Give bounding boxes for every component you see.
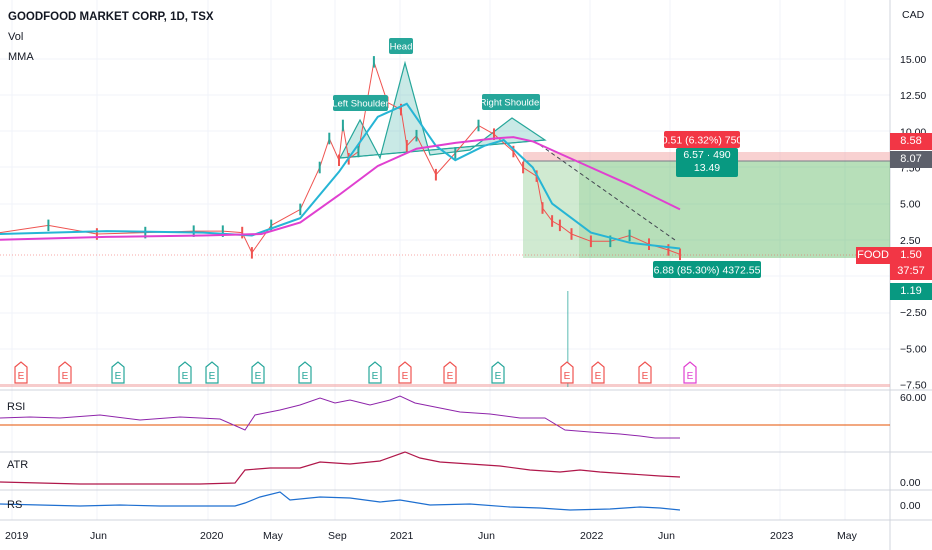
pattern-label-group: Left Shoulder Head Right Shoulder <box>332 38 542 111</box>
time-tick-label: 2022 <box>580 530 604 542</box>
earnings-marker[interactable]: E <box>251 361 265 384</box>
svg-text:E: E <box>595 371 602 382</box>
price-tick-label: −2.50 <box>900 307 927 319</box>
gridlines <box>0 0 890 520</box>
target-zone <box>523 161 890 258</box>
time-tick-label: 2021 <box>390 530 414 542</box>
svg-text:E: E <box>372 371 379 382</box>
svg-text:E: E <box>18 371 25 382</box>
head-label: Head <box>390 42 413 53</box>
indicator-lines <box>0 395 890 511</box>
position-label-group: 0.51 (6.32%) 750 6.57 · 490 13.49 6.88 (… <box>653 131 761 278</box>
currency-label: CAD <box>902 9 925 21</box>
chart-title: GOODFOOD MARKET CORP, 1D, TSX <box>8 11 214 23</box>
target-zone-filled <box>523 161 579 258</box>
svg-text:E: E <box>402 371 409 382</box>
indicator-titles: RSI ATR RS <box>7 401 28 511</box>
series-layer <box>0 56 681 261</box>
slow-ma-line <box>0 136 681 241</box>
earnings-marker[interactable]: E <box>443 361 457 384</box>
svg-text:E: E <box>642 371 649 382</box>
time-tick-label: 2020 <box>200 530 224 542</box>
price-tick-label: −7.50 <box>900 380 927 392</box>
earnings-marker[interactable]: E <box>58 361 72 384</box>
svg-text:E: E <box>564 371 571 382</box>
stop-price-label: 8.58 <box>890 133 932 150</box>
time-tick-label: May <box>263 530 284 542</box>
neckline <box>339 139 546 159</box>
earnings-marker[interactable]: E <box>491 361 505 384</box>
countdown-label: 37:57 <box>890 263 932 280</box>
time-tick-label: 2023 <box>770 530 794 542</box>
rs-axis-tick: 0.00 <box>900 500 921 512</box>
vol-legend[interactable]: Vol <box>8 31 24 43</box>
atr-title: ATR <box>7 459 28 471</box>
price-tick-label: 5.00 <box>900 199 921 211</box>
earnings-marker[interactable]: E <box>178 361 192 384</box>
svg-text:E: E <box>209 371 216 382</box>
svg-text:E: E <box>182 371 189 382</box>
svg-text:E: E <box>687 371 694 382</box>
ratio-label: 13.49 <box>694 162 720 174</box>
left-shoulder-label: Left Shoulder <box>332 99 389 110</box>
time-tick-label: Sep <box>328 530 347 542</box>
volume-bars <box>0 291 890 387</box>
price-tick-label: −5.00 <box>900 343 927 355</box>
low-price-label: 1.19 <box>890 283 932 300</box>
earnings-marker[interactable]: E <box>560 361 574 384</box>
last-price-label: 1.50 <box>890 247 932 264</box>
earnings-marker[interactable]: E <box>591 361 605 384</box>
svg-text:E: E <box>62 371 69 382</box>
atr-line <box>0 451 681 485</box>
symbol-label[interactable]: FOOD <box>856 247 890 264</box>
price-axis[interactable]: 15.0012.5010.007.505.002.500.00−2.50−5.0… <box>900 54 927 392</box>
earnings-marker[interactable]: E <box>638 361 652 384</box>
price-tick-label: 12.50 <box>900 90 926 102</box>
svg-text:E: E <box>495 371 502 382</box>
right-shoulder-label: Right Shoulder <box>480 98 543 109</box>
earnings-marker[interactable]: E <box>14 361 28 384</box>
time-tick-label: 2019 <box>5 530 29 542</box>
mma-legend[interactable]: MMA <box>8 51 34 63</box>
rsi-line <box>0 395 680 439</box>
time-axis[interactable]: 2019 Jun 2020 May Sep 2021 Jun 2022 Jun 2023 May <box>5 530 858 542</box>
earnings-marker[interactable]: E <box>298 361 312 384</box>
time-tick-label: Jun <box>658 530 675 542</box>
earnings-marker[interactable]: E <box>111 361 125 384</box>
rsi-title: RSI <box>7 401 25 413</box>
time-tick-label: May <box>837 530 858 542</box>
rs-line <box>0 491 681 511</box>
rsi-axis-tick: 60.00 <box>900 392 926 404</box>
hidden-label: 6.57 · 490 <box>683 149 730 161</box>
earnings-marker[interactable]: E <box>398 361 412 384</box>
price-tick-label: 15.00 <box>900 54 926 66</box>
target-label: 6.88 (85.30%) 4372.55 <box>654 265 761 277</box>
stop-label: 0.51 (6.32%) 750 <box>662 135 743 147</box>
time-tick-label: Jun <box>90 530 107 542</box>
svg-text:E: E <box>302 371 309 382</box>
earnings-marker[interactable]: E <box>205 361 219 384</box>
svg-text:E: E <box>255 371 262 382</box>
svg-text:E: E <box>115 371 122 382</box>
earnings-marker[interactable]: E <box>683 361 697 384</box>
svg-text:E: E <box>447 371 454 382</box>
earnings-marker[interactable]: E <box>368 361 382 384</box>
rs-title: RS <box>7 499 22 511</box>
atr-axis-tick: 0.00 <box>900 477 921 489</box>
price-tick-label: 2.50 <box>900 235 921 247</box>
entry-price-label: 8.07 <box>890 151 932 168</box>
time-tick-label: Jun <box>478 530 495 542</box>
